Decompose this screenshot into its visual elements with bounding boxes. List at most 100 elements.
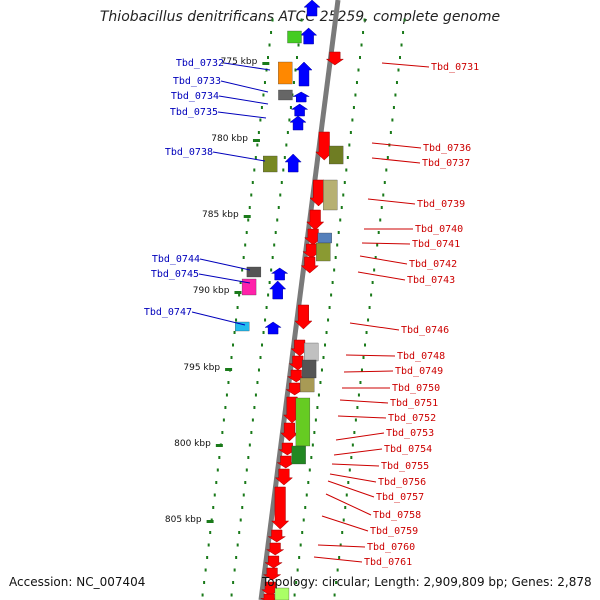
- track-dot-outer-left: [222, 418, 225, 422]
- track-dot-outer-left: [271, 18, 274, 22]
- track-dot-outer-left: [259, 118, 262, 122]
- track-dot-inner-left: [267, 293, 270, 297]
- track-dot-inner-right: [308, 468, 311, 472]
- leader-line: [191, 311, 246, 326]
- track-dot-inner-right: [336, 243, 339, 247]
- track-dot-outer-left: [207, 543, 210, 547]
- track-dot-inner-right: [328, 306, 331, 309]
- gene-label-tbd_0731: Tbd_0731: [431, 62, 479, 73]
- track-dot-inner-left: [247, 456, 250, 459]
- track-dot-outer-right: [367, 318, 370, 322]
- reverse-gene-arrow: [274, 468, 294, 486]
- track-dot-inner-right: [360, 43, 363, 47]
- gene-label-tbd_0761: Tbd_0761: [364, 557, 412, 568]
- gene-label-tbd_0746: Tbd_0746: [401, 325, 449, 336]
- reverse-gene-arrow: [262, 567, 282, 581]
- reverse-gene-arrow: [276, 455, 296, 469]
- leader-line: [357, 271, 406, 281]
- track-dot-inner-right: [357, 68, 360, 72]
- scale-label: 805 kbp: [165, 515, 202, 525]
- scale-tick: [206, 520, 214, 523]
- track-dot-inner-right: [333, 268, 336, 272]
- map-title: Thiobacillus denitrificans ATCC 25259, c…: [99, 9, 501, 25]
- forward-gene-arrow: [270, 267, 289, 281]
- feature-box: [263, 155, 278, 173]
- leader-line: [371, 157, 421, 164]
- track-dot-outer-right: [341, 531, 344, 534]
- track-dot-inner-right: [354, 93, 357, 97]
- track-dot-inner-left: [257, 368, 260, 372]
- track-dot-outer-right: [347, 481, 350, 484]
- feature-box: [328, 145, 344, 165]
- gene-label-tbd_0753: Tbd_0753: [386, 428, 434, 439]
- leader-line: [337, 415, 387, 419]
- track-dot-inner-left: [296, 56, 299, 59]
- track-dot-outer-left: [254, 156, 257, 159]
- track-dot-inner-right: [327, 318, 330, 322]
- track-dot-outer-left: [233, 331, 236, 334]
- leader-line: [218, 95, 269, 105]
- gene-label-tbd_0757: Tbd_0757: [376, 492, 424, 503]
- track-dot-outer-left: [257, 131, 260, 134]
- track-dot-inner-right: [295, 581, 298, 584]
- gene-label-tbd_0755: Tbd_0755: [381, 461, 429, 472]
- track-dot-inner-right: [301, 531, 304, 534]
- track-dot-outer-right: [380, 206, 383, 209]
- track-dot-inner-left: [264, 318, 267, 322]
- feature-box: [278, 89, 293, 101]
- gene-label-tbd_0743: Tbd_0743: [407, 275, 455, 286]
- scale-label: 800 kbp: [174, 439, 211, 449]
- gene-label-tbd_0752: Tbd_0752: [388, 413, 436, 424]
- track-dot-inner-right: [298, 556, 301, 559]
- track-dot-outer-left: [250, 193, 253, 197]
- track-dot-inner-left: [244, 481, 247, 484]
- topology-text: Topology: circular; Length: 2,909,809 bp…: [262, 575, 592, 589]
- track-dot-outer-left: [268, 43, 271, 47]
- reverse-gene-arrow: [265, 542, 285, 556]
- leader-line: [321, 515, 369, 532]
- forward-gene-arrow: [303, 0, 321, 17]
- track-dot-inner-left: [259, 356, 262, 359]
- track-dot-inner-left: [251, 418, 254, 422]
- track-dot-inner-right: [299, 543, 302, 547]
- track-dot-inner-left: [248, 443, 251, 447]
- track-dot-outer-right: [395, 81, 398, 84]
- track-dot-inner-left: [232, 581, 235, 584]
- forward-gene-arrow: [269, 280, 287, 300]
- track-dot-inner-right: [324, 343, 327, 347]
- genome-backbone: [258, 0, 341, 600]
- feature-box: [295, 397, 311, 447]
- track-dot-outer-left: [221, 431, 224, 434]
- track-dot-outer-left: [213, 493, 216, 497]
- track-dot-inner-left: [271, 256, 274, 259]
- track-dot-inner-left: [242, 493, 245, 497]
- forward-gene-arrow: [289, 115, 307, 131]
- gene-label-tbd_0735: Tbd_0735: [170, 107, 218, 118]
- track-dot-outer-left: [239, 281, 242, 284]
- track-dot-inner-left: [238, 531, 241, 534]
- track-dot-inner-right: [352, 106, 355, 109]
- track-dot-outer-right: [386, 156, 389, 159]
- leader-line: [371, 142, 422, 149]
- track-dot-outer-right: [373, 268, 376, 272]
- gene-label-tbd_0738: Tbd_0738: [165, 147, 213, 158]
- track-dot-outer-left: [242, 256, 245, 259]
- track-dot-inner-right: [351, 118, 354, 122]
- track-dot-outer-right: [385, 168, 388, 172]
- track-dot-outer-right: [342, 518, 345, 522]
- gene-label-tbd_0754: Tbd_0754: [384, 444, 432, 455]
- track-dot-inner-left: [233, 568, 236, 572]
- track-dot-inner-right: [302, 518, 305, 522]
- track-dot-inner-right: [362, 31, 365, 34]
- track-dot-outer-right: [357, 393, 360, 397]
- forward-gene-arrow: [284, 153, 302, 173]
- feature-box: [278, 61, 293, 85]
- track-dot-outer-right: [394, 93, 397, 97]
- track-dot-inner-right: [340, 206, 343, 209]
- scale-tick: [243, 215, 251, 218]
- track-dot-outer-right: [353, 431, 356, 434]
- track-dot-inner-right: [349, 131, 352, 134]
- track-dot-outer-left: [241, 268, 244, 272]
- track-dot-inner-right: [311, 443, 314, 447]
